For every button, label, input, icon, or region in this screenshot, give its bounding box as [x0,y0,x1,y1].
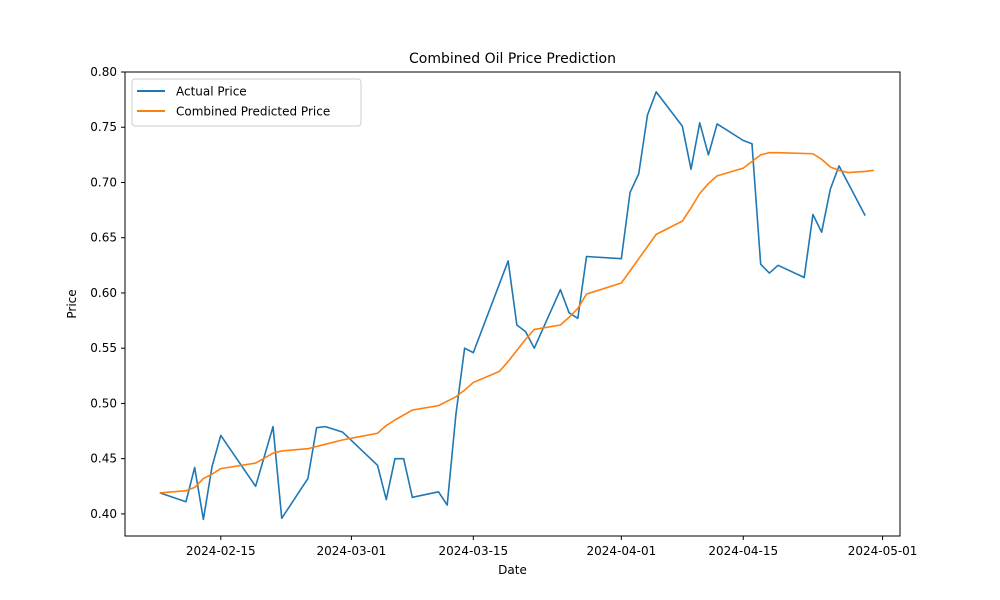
x-tick-label: 2024-02-15 [186,544,256,558]
y-tick-label: 0.75 [90,120,117,134]
y-tick-label: 0.60 [90,286,117,300]
y-tick-label: 0.65 [90,231,117,245]
legend: Actual Price Combined Predicted Price [131,78,362,127]
chart-title: Combined Oil Price Prediction [409,51,616,67]
y-tick-label: 0.80 [90,65,117,79]
y-tick-label: 0.70 [90,175,117,189]
y-axis-label: Price [65,289,79,318]
legend-box [131,78,362,127]
y-tick-label: 0.45 [90,452,117,466]
series-line-actual-price [159,91,866,521]
x-tick-label: 2024-03-01 [317,544,387,558]
plot-area-frame [124,71,901,537]
x-tick-label: 2024-05-01 [848,544,918,558]
x-tick-label: 2024-03-15 [438,544,508,558]
x-tick-label: 2024-04-01 [586,544,656,558]
y-axis: 0.40 0.45 0.50 0.55 0.60 0.65 0.70 0.75 0.80 [90,65,125,521]
series-line-combined-predicted-price [159,151,874,494]
y-tick-label: 0.40 [90,507,117,521]
legend-label-combined-predicted-price: Combined Predicted Price [176,105,330,119]
y-tick-label: 0.55 [90,341,117,355]
x-axis: 2024-02-15 2024-03-01 2024-03-15 2024-04-01… [186,536,918,558]
y-tick-label: 0.50 [90,396,117,410]
x-tick-label: 2024-04-15 [708,544,778,558]
legend-label-actual-price: Actual Price [176,85,247,99]
series-layer [159,91,874,521]
x-axis-label: Date [498,563,527,577]
